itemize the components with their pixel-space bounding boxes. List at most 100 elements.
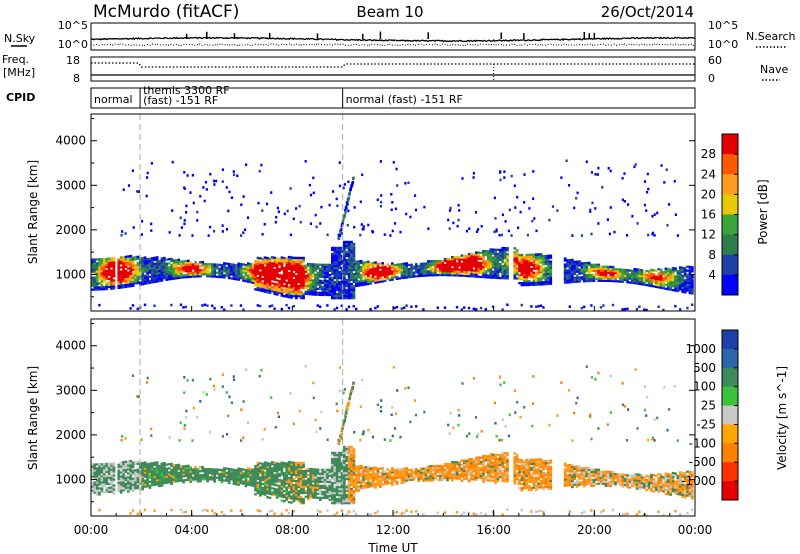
power-cell xyxy=(403,262,406,265)
power-cell xyxy=(259,265,262,268)
velocity-cell xyxy=(127,490,130,493)
velocity-cell xyxy=(95,481,99,484)
power-cell xyxy=(160,267,164,270)
velocity-cell xyxy=(292,493,296,497)
velocity-cell xyxy=(261,462,265,466)
power-cell xyxy=(547,270,550,273)
power-cell xyxy=(376,269,380,272)
velocity-cell xyxy=(107,488,111,491)
velocity-speckle xyxy=(220,511,223,514)
velocity-cell xyxy=(261,466,265,470)
power-cell xyxy=(290,258,293,261)
power-cell xyxy=(259,277,262,280)
velocity-cell xyxy=(299,465,303,469)
velocity-cell xyxy=(117,483,121,486)
power-cell xyxy=(532,261,536,264)
velocity-cell xyxy=(254,493,257,496)
power-cell xyxy=(290,268,293,271)
power-cell xyxy=(676,281,680,285)
power-cell xyxy=(271,286,274,289)
power-cell xyxy=(427,270,430,273)
velocity-cell xyxy=(256,477,260,480)
velocity-cell xyxy=(165,469,169,472)
velocity-cell xyxy=(326,492,329,496)
velocity-cell xyxy=(352,471,356,475)
power-cell xyxy=(544,270,548,274)
power-cell xyxy=(292,262,296,266)
power-cell xyxy=(251,267,255,270)
power-cell xyxy=(683,287,687,290)
power-cell xyxy=(484,260,488,263)
velocity-cell xyxy=(275,480,279,483)
velocity-cell xyxy=(124,484,128,487)
velocity-cell xyxy=(352,489,356,493)
power-far-echo xyxy=(596,173,599,176)
velocity-cell xyxy=(230,476,233,479)
power-cell xyxy=(302,260,305,264)
power-cell xyxy=(311,293,315,296)
velocity-cell xyxy=(333,485,337,489)
velocity-cell xyxy=(328,498,332,502)
power-cell xyxy=(225,274,229,277)
power-cell xyxy=(376,267,380,270)
velocity-cell xyxy=(309,472,313,475)
velocity-cell xyxy=(400,471,404,475)
power-cell xyxy=(208,275,212,278)
velocity-cell xyxy=(151,484,154,487)
power-cell xyxy=(295,264,298,268)
power-cell xyxy=(611,269,615,273)
velocity-cell xyxy=(163,464,166,467)
power-cell xyxy=(175,265,178,268)
power-cell xyxy=(307,264,310,268)
velocity-cell xyxy=(117,477,121,480)
power-cell xyxy=(338,295,341,298)
power-cell xyxy=(585,276,589,279)
power-cell xyxy=(643,281,646,284)
velocity-cell xyxy=(98,479,101,482)
power-cell xyxy=(167,262,171,265)
power-cell xyxy=(340,297,344,300)
velocity-cell xyxy=(129,486,133,489)
velocity-cell xyxy=(333,473,337,477)
power-speckle xyxy=(635,307,639,311)
power-cell xyxy=(256,258,260,261)
velocity-cell xyxy=(191,470,195,473)
power-far-echo xyxy=(535,229,538,233)
velocity-cell xyxy=(235,477,238,480)
velocity-cell xyxy=(302,500,305,503)
power-cell xyxy=(163,263,166,266)
power-far-echo xyxy=(571,234,574,237)
power-cell xyxy=(340,254,344,258)
power-cell xyxy=(285,281,289,284)
power-cell xyxy=(256,264,260,267)
velocity-speckle xyxy=(239,509,243,512)
velocity-cell xyxy=(110,482,113,485)
power-cell xyxy=(328,265,332,268)
velocity-cell xyxy=(326,478,329,481)
power-far-echo xyxy=(623,172,626,175)
power-cell xyxy=(151,265,154,268)
power-cell xyxy=(206,269,209,272)
power-cell xyxy=(623,268,627,272)
velocity-cell xyxy=(273,493,277,497)
velocity-cell xyxy=(388,469,392,473)
velocity-cell xyxy=(410,470,413,473)
power-cell xyxy=(103,276,106,279)
power-cell xyxy=(501,267,505,270)
power-cell xyxy=(295,256,298,260)
power-cell xyxy=(683,289,687,292)
power-cell xyxy=(141,256,145,260)
power-cell xyxy=(254,264,257,267)
power-cell xyxy=(568,265,572,268)
velocity-speckle xyxy=(316,509,319,512)
power-cell xyxy=(93,286,97,289)
power-cell xyxy=(345,278,349,282)
power-cell xyxy=(268,265,272,268)
power-cell xyxy=(383,279,387,282)
velocity-cell xyxy=(407,474,411,478)
velocity-cell xyxy=(407,468,411,472)
power-cell xyxy=(175,273,178,276)
power-cell xyxy=(671,283,675,286)
velocity-cell xyxy=(146,483,149,486)
power-cell xyxy=(549,282,553,285)
